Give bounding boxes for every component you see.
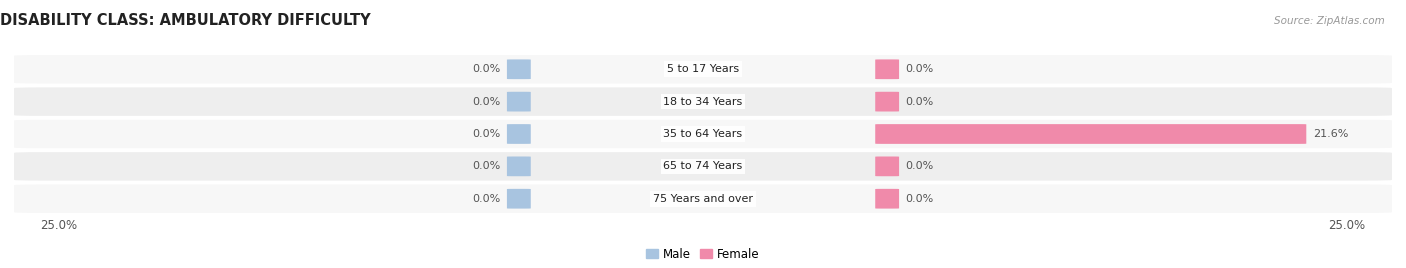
FancyBboxPatch shape [508, 124, 531, 144]
Text: 0.0%: 0.0% [472, 64, 501, 74]
FancyBboxPatch shape [508, 189, 531, 209]
FancyBboxPatch shape [875, 124, 1306, 144]
FancyBboxPatch shape [875, 157, 898, 176]
Text: 21.6%: 21.6% [1313, 129, 1348, 139]
FancyBboxPatch shape [875, 92, 898, 111]
Text: 25.0%: 25.0% [41, 219, 77, 232]
Text: 0.0%: 0.0% [905, 161, 934, 171]
Text: 0.0%: 0.0% [472, 97, 501, 107]
Text: 5 to 17 Years: 5 to 17 Years [666, 64, 740, 74]
Legend: Male, Female: Male, Female [641, 243, 765, 265]
Text: Source: ZipAtlas.com: Source: ZipAtlas.com [1274, 16, 1385, 26]
FancyBboxPatch shape [875, 59, 898, 79]
Text: 0.0%: 0.0% [472, 161, 501, 171]
FancyBboxPatch shape [14, 120, 1392, 148]
FancyBboxPatch shape [508, 92, 531, 111]
Text: 0.0%: 0.0% [905, 97, 934, 107]
FancyBboxPatch shape [14, 55, 1392, 84]
Text: 0.0%: 0.0% [472, 129, 501, 139]
FancyBboxPatch shape [508, 157, 531, 176]
Text: 75 Years and over: 75 Years and over [652, 194, 754, 204]
Text: 0.0%: 0.0% [905, 64, 934, 74]
Text: 25.0%: 25.0% [1329, 219, 1365, 232]
Text: 0.0%: 0.0% [472, 194, 501, 204]
Text: 0.0%: 0.0% [905, 194, 934, 204]
FancyBboxPatch shape [14, 184, 1392, 213]
Text: 18 to 34 Years: 18 to 34 Years [664, 97, 742, 107]
Text: 65 to 74 Years: 65 to 74 Years [664, 161, 742, 171]
FancyBboxPatch shape [14, 87, 1392, 116]
FancyBboxPatch shape [875, 189, 898, 209]
FancyBboxPatch shape [508, 59, 531, 79]
Text: 35 to 64 Years: 35 to 64 Years [664, 129, 742, 139]
FancyBboxPatch shape [14, 152, 1392, 181]
Text: DISABILITY CLASS: AMBULATORY DIFFICULTY: DISABILITY CLASS: AMBULATORY DIFFICULTY [0, 13, 371, 28]
